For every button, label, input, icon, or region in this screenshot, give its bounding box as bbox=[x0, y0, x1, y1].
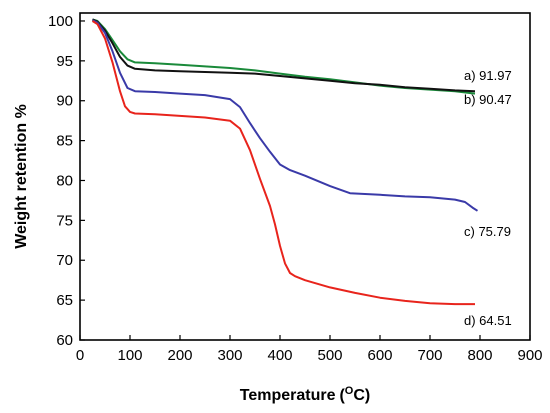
end-label-layer: a) 91.97 b) 90.47 c) 75.79 d) 64.51 bbox=[464, 68, 512, 328]
x-tick-label: 600 bbox=[367, 347, 392, 364]
y-tick-label: 60 bbox=[56, 332, 73, 349]
series-end-label-c: c) 75.79 bbox=[464, 224, 511, 239]
x-tick-label: 400 bbox=[267, 347, 292, 364]
x-axis-title: Temperature (OC) bbox=[240, 385, 371, 404]
y-tick-label: 95 bbox=[56, 53, 73, 70]
y-axis-title: Weight retention % bbox=[13, 104, 30, 249]
x-axis-title-paren: ( bbox=[339, 387, 345, 404]
plot-frame bbox=[79, 12, 531, 341]
y-tick-label: 75 bbox=[56, 212, 73, 229]
x-tick-label: 500 bbox=[317, 347, 342, 364]
series-line-b bbox=[92, 18, 476, 93]
x-tick-label: 900 bbox=[517, 347, 542, 364]
series-line-c bbox=[92, 19, 479, 212]
y-tick-label: 90 bbox=[56, 93, 73, 110]
series-end-label-b: b) 90.47 bbox=[464, 92, 512, 107]
series-end-label-d: d) 64.51 bbox=[464, 313, 512, 328]
x-tick-label: 700 bbox=[417, 347, 442, 364]
y-tick-label: 70 bbox=[56, 252, 73, 269]
x-tick-label: 200 bbox=[167, 347, 192, 364]
series-line-a bbox=[92, 18, 476, 95]
x-axis-title-unit: C) bbox=[353, 387, 370, 404]
x-tick-label: 800 bbox=[467, 347, 492, 364]
y-tick-label: 80 bbox=[56, 172, 73, 189]
tick-layer: 0 100 200 300 400 500 600 700 800 900 60 65 70 75 80 85… bbox=[48, 13, 543, 364]
x-axis-title-sup: O bbox=[345, 385, 354, 397]
x-tick-label: 0 bbox=[76, 347, 84, 364]
series-end-label-a: a) 91.97 bbox=[464, 68, 512, 83]
x-axis-title-main: Temperature bbox=[240, 387, 336, 404]
series-layer bbox=[91, 18, 479, 306]
series-line-d bbox=[91, 20, 475, 306]
y-tick-label: 85 bbox=[56, 133, 73, 150]
x-tick-label: 100 bbox=[117, 347, 142, 364]
x-tick-label: 300 bbox=[217, 347, 242, 364]
y-tick-label: 65 bbox=[56, 292, 73, 309]
y-tick-label: 100 bbox=[48, 13, 73, 30]
